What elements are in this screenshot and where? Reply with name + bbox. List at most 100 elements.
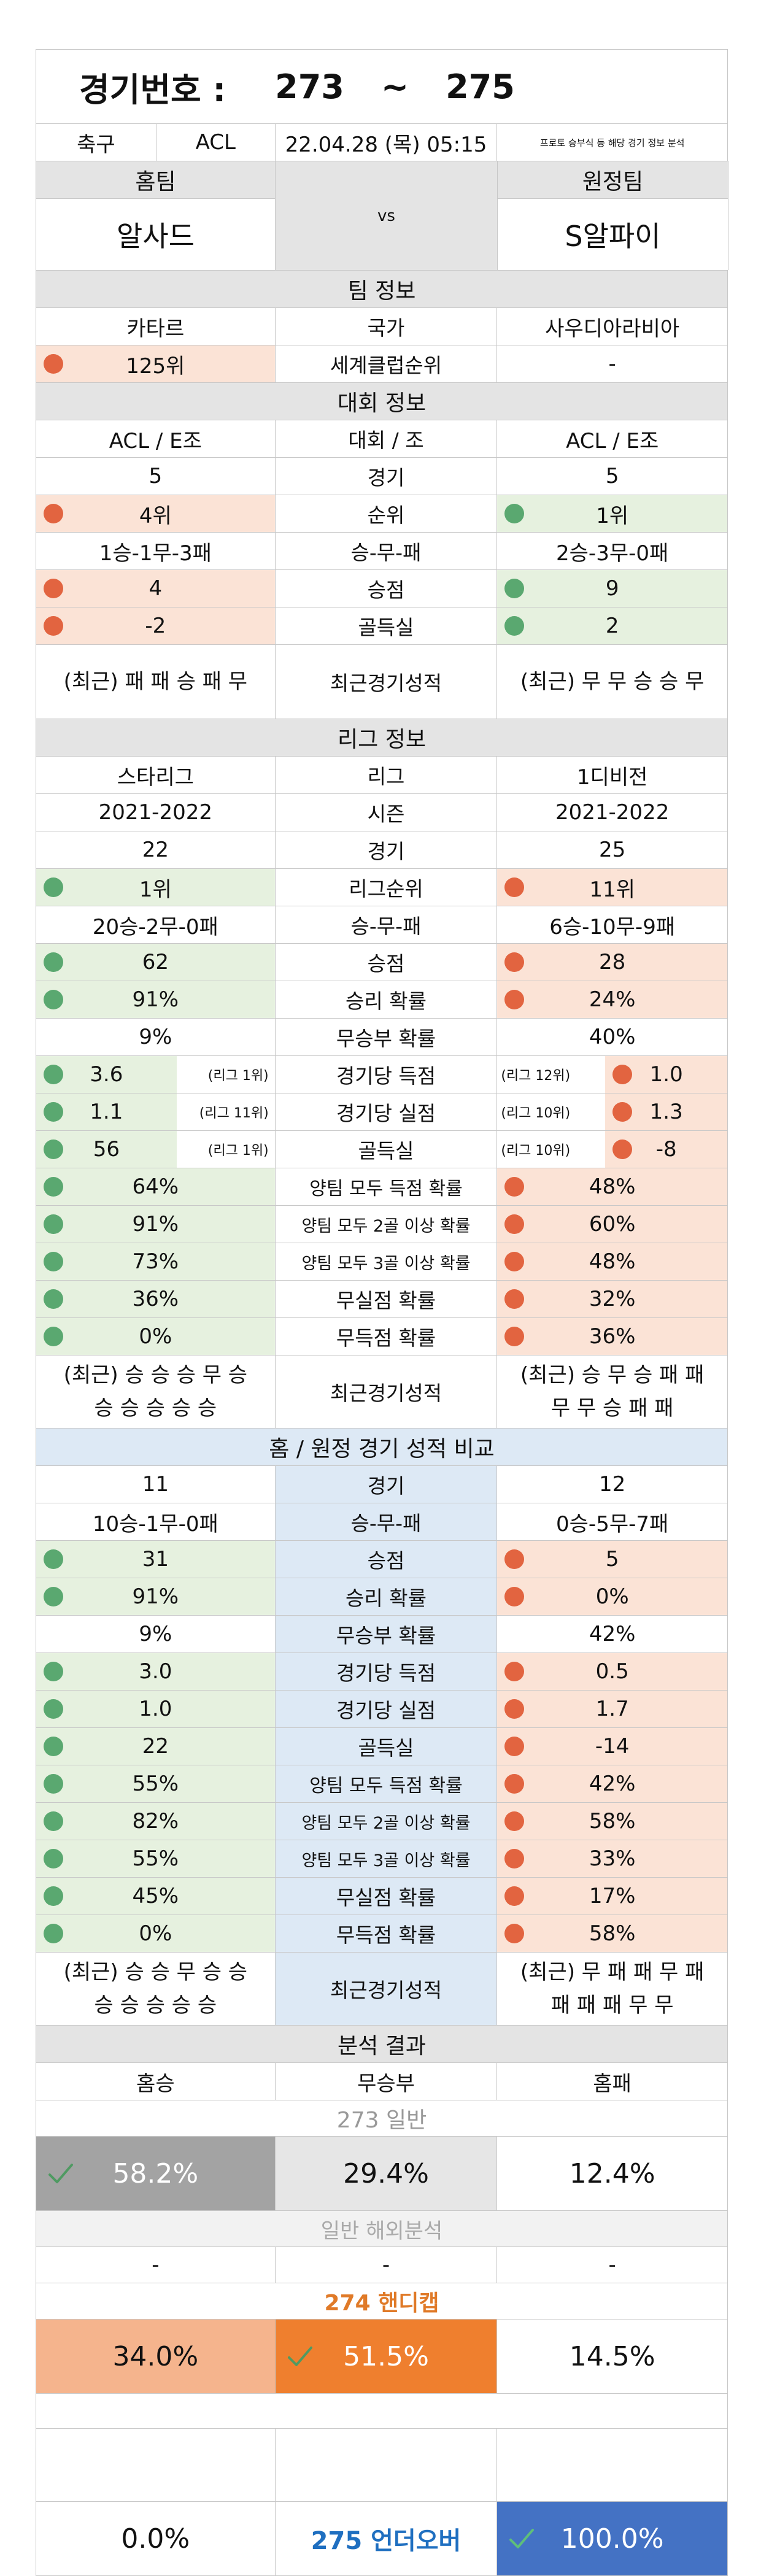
sport-cell: 축구 (36, 124, 156, 161)
l-b2-row: 91% 양팀 모두 2골 이상 확률 60% (36, 1205, 728, 1243)
underover-label: 275 언더오버 (276, 2502, 498, 2575)
t-wdl-row: 1승-1무-3패 승-무-패 2승-3무-0패 (36, 532, 728, 569)
better-indicator-icon (44, 1587, 63, 1606)
l-points-label: 승점 (276, 944, 498, 981)
away-h-b2: 58% (497, 1803, 728, 1840)
worse-indicator-icon (612, 1140, 633, 1159)
home-l-b2: 91% (36, 1206, 276, 1243)
away-l-b2: 60% (497, 1206, 728, 1243)
away-h-cs-value: 17% (589, 1884, 636, 1908)
away-team-label: 원정팀 (498, 161, 728, 198)
l-b3-label: 양팀 모두 3골 이상 확률 (276, 1243, 498, 1280)
teams-block: 홈팀 알사드 vs 원정팀 S알파이 (36, 161, 728, 270)
home-t-gd: -2 (36, 607, 276, 644)
country-label: 국가 (276, 308, 498, 345)
home-l-gd: 56 (리그 1위) (36, 1131, 276, 1168)
datetime-cell: 22.04.28 (목) 05:15 (276, 124, 498, 161)
h-games-label: 경기 (275, 1466, 498, 1503)
h-cs-label: 무실점 확률 (275, 1878, 498, 1915)
h-b2-row: 82% 양팀 모두 2골 이상 확률 58% (36, 1802, 728, 1840)
home-h-cs-value: 45% (132, 1884, 179, 1908)
home-team-name: 알사드 (36, 199, 276, 270)
away-h-recent-line2: 패 패 패 무 무 (550, 1993, 674, 2018)
overseas-loss: - (497, 2247, 728, 2283)
l-b2-label: 양팀 모두 2골 이상 확률 (276, 1206, 498, 1243)
home-l-winp-value: 91% (132, 987, 179, 1012)
home-l-games: 22 (36, 831, 276, 868)
away-h-wdl: 0승-5무-7패 (497, 1503, 728, 1540)
away-l-games: 25 (497, 831, 728, 868)
home-l-recent-line1: (최근) 승 승 승 무 승 (63, 1363, 248, 1387)
worse-indicator-icon (504, 1327, 525, 1346)
home-l-wdl: 20승-2무-0패 (36, 906, 276, 943)
t-rank-label: 순위 (276, 495, 498, 532)
home-l-cs: 36% (36, 1281, 276, 1317)
h-b3-row: 55% 양팀 모두 3골 이상 확률 33% (36, 1840, 728, 1877)
away-h-points-value: 5 (605, 1547, 619, 1571)
home-h-b3: 55% (36, 1840, 276, 1877)
away-h-b2-value: 58% (589, 1809, 636, 1834)
worse-indicator-icon (504, 1774, 525, 1794)
home-h-games: 11 (36, 1466, 276, 1503)
away-h-fts-value: 58% (589, 1921, 636, 1946)
analysis-header: 분석 결과 (36, 2025, 728, 2062)
home-league: 스타리그 (36, 757, 276, 793)
home-l-b3-value: 73% (132, 1249, 179, 1274)
worse-indicator-icon (44, 579, 63, 598)
handicap-draw-value: 51.5% (343, 2340, 429, 2372)
home-l-rank-value: 1위 (139, 877, 172, 902)
away-t-points-value: 9 (605, 576, 619, 601)
overseas-row: - - - (36, 2246, 728, 2283)
worse-indicator-icon (504, 1886, 525, 1906)
home-h-b2: 82% (36, 1803, 276, 1840)
home-h-winp-value: 91% (132, 1584, 179, 1609)
home-h-cs: 45% (36, 1878, 276, 1915)
home-group: ACL / E조 (36, 420, 276, 457)
league-title: 리그 정보 (36, 719, 728, 756)
l-rank-label: 리그순위 (276, 869, 498, 906)
h-btts-row: 55% 양팀 모두 득점 확률 42% (36, 1765, 728, 1802)
general-loss-value: 12.4% (497, 2137, 728, 2210)
analysis-labels-row: 홈승 무승부 홈패 (36, 2062, 728, 2100)
under-right-cell: 100.0% (497, 2502, 728, 2575)
away-t-points: 9 (497, 570, 728, 607)
away-t-gd: 2 (497, 607, 728, 644)
better-indicator-icon (44, 1252, 63, 1271)
h-gd-label: 골득실 (275, 1728, 498, 1765)
away-l-recent-line2: 무 무 승 패 패 (550, 1396, 674, 1421)
h-ga-label: 경기당 실점 (275, 1691, 498, 1727)
general-home-value: 58.2% (112, 2158, 199, 2189)
h-drawp-row: 9% 무승부 확률 42% (36, 1615, 728, 1652)
group-label: 대회 / 조 (276, 420, 498, 457)
away-l-gf-rank: (리그 12위) (497, 1056, 606, 1093)
h-cs-row: 45% 무실점 확률 17% (36, 1877, 728, 1915)
t-rank-row: 4위 순위 1위 (36, 495, 728, 532)
worse-indicator-icon (504, 1177, 525, 1197)
t-gd-label: 골득실 (276, 607, 498, 644)
away-club-rank: - (497, 345, 728, 382)
h-fts-label: 무득점 확률 (275, 1915, 498, 1952)
home-h-recent-line1: (최근) 승 승 무 승 승 (63, 1960, 248, 1984)
home-h-points-value: 31 (142, 1547, 169, 1571)
worse-indicator-icon (504, 1289, 525, 1309)
blank-cell-mid (276, 2429, 498, 2501)
home-h-btts: 55% (36, 1765, 276, 1802)
away-country: 사우디아라비아 (497, 308, 728, 345)
team-info-header: 팀 정보 (36, 270, 728, 307)
away-l-b3: 48% (497, 1243, 728, 1280)
away-l-ga-value: 1.3 (649, 1100, 683, 1124)
away-t-gd-value: 2 (605, 614, 619, 638)
home-t-wdl: 1승-1무-3패 (36, 533, 276, 569)
t-recent-label: 최근경기성적 (276, 645, 498, 719)
handicap-loss-value: 14.5% (497, 2320, 728, 2393)
spacer-cell (36, 2394, 728, 2428)
h-btts-label: 양팀 모두 득점 확률 (275, 1765, 498, 1802)
away-l-ga: (리그 10위) 1.3 (497, 1093, 728, 1130)
h-wdl-row: 10승-1무-0패 승-무-패 0승-5무-7패 (36, 1503, 728, 1540)
worse-indicator-icon (504, 1924, 525, 1943)
h-winp-label: 승리 확률 (275, 1578, 498, 1615)
l-league-row: 스타리그 리그 1디비전 (36, 756, 728, 793)
